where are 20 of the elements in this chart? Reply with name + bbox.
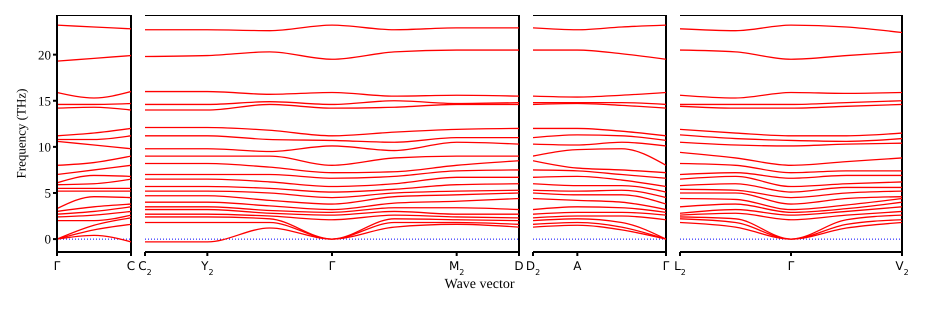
y-tick-label: 10 xyxy=(38,139,51,154)
x-tick-label: Γ xyxy=(662,259,670,273)
y-tick-label: 0 xyxy=(44,232,51,247)
y-tick-label: 20 xyxy=(38,47,51,62)
y-axis-title: Frequency (THz) xyxy=(14,88,29,178)
x-tick-label: Γ xyxy=(788,259,795,273)
x-tick-label: C xyxy=(126,259,136,273)
x-tick-label: A xyxy=(573,259,582,273)
x-tick-label: Y$_{2}$ xyxy=(200,259,214,276)
x-tick-label: Γ xyxy=(54,259,61,273)
x-tick-label: D$_{2}$ xyxy=(526,259,540,276)
x-tick-label: C$_{2}$ xyxy=(138,259,152,276)
y-tick-label: 15 xyxy=(38,93,51,108)
y-tick-label: 5 xyxy=(44,186,51,201)
x-tick-label: L$_{2}$ xyxy=(674,259,686,276)
x-tick-label: M$_{2}$ xyxy=(448,259,464,276)
x-tick-label: D xyxy=(514,259,524,273)
x-tick-label: Γ xyxy=(328,259,336,273)
x-tick-label: V$_{2}$ xyxy=(895,259,909,276)
x-axis-title: Wave vector xyxy=(444,277,516,293)
